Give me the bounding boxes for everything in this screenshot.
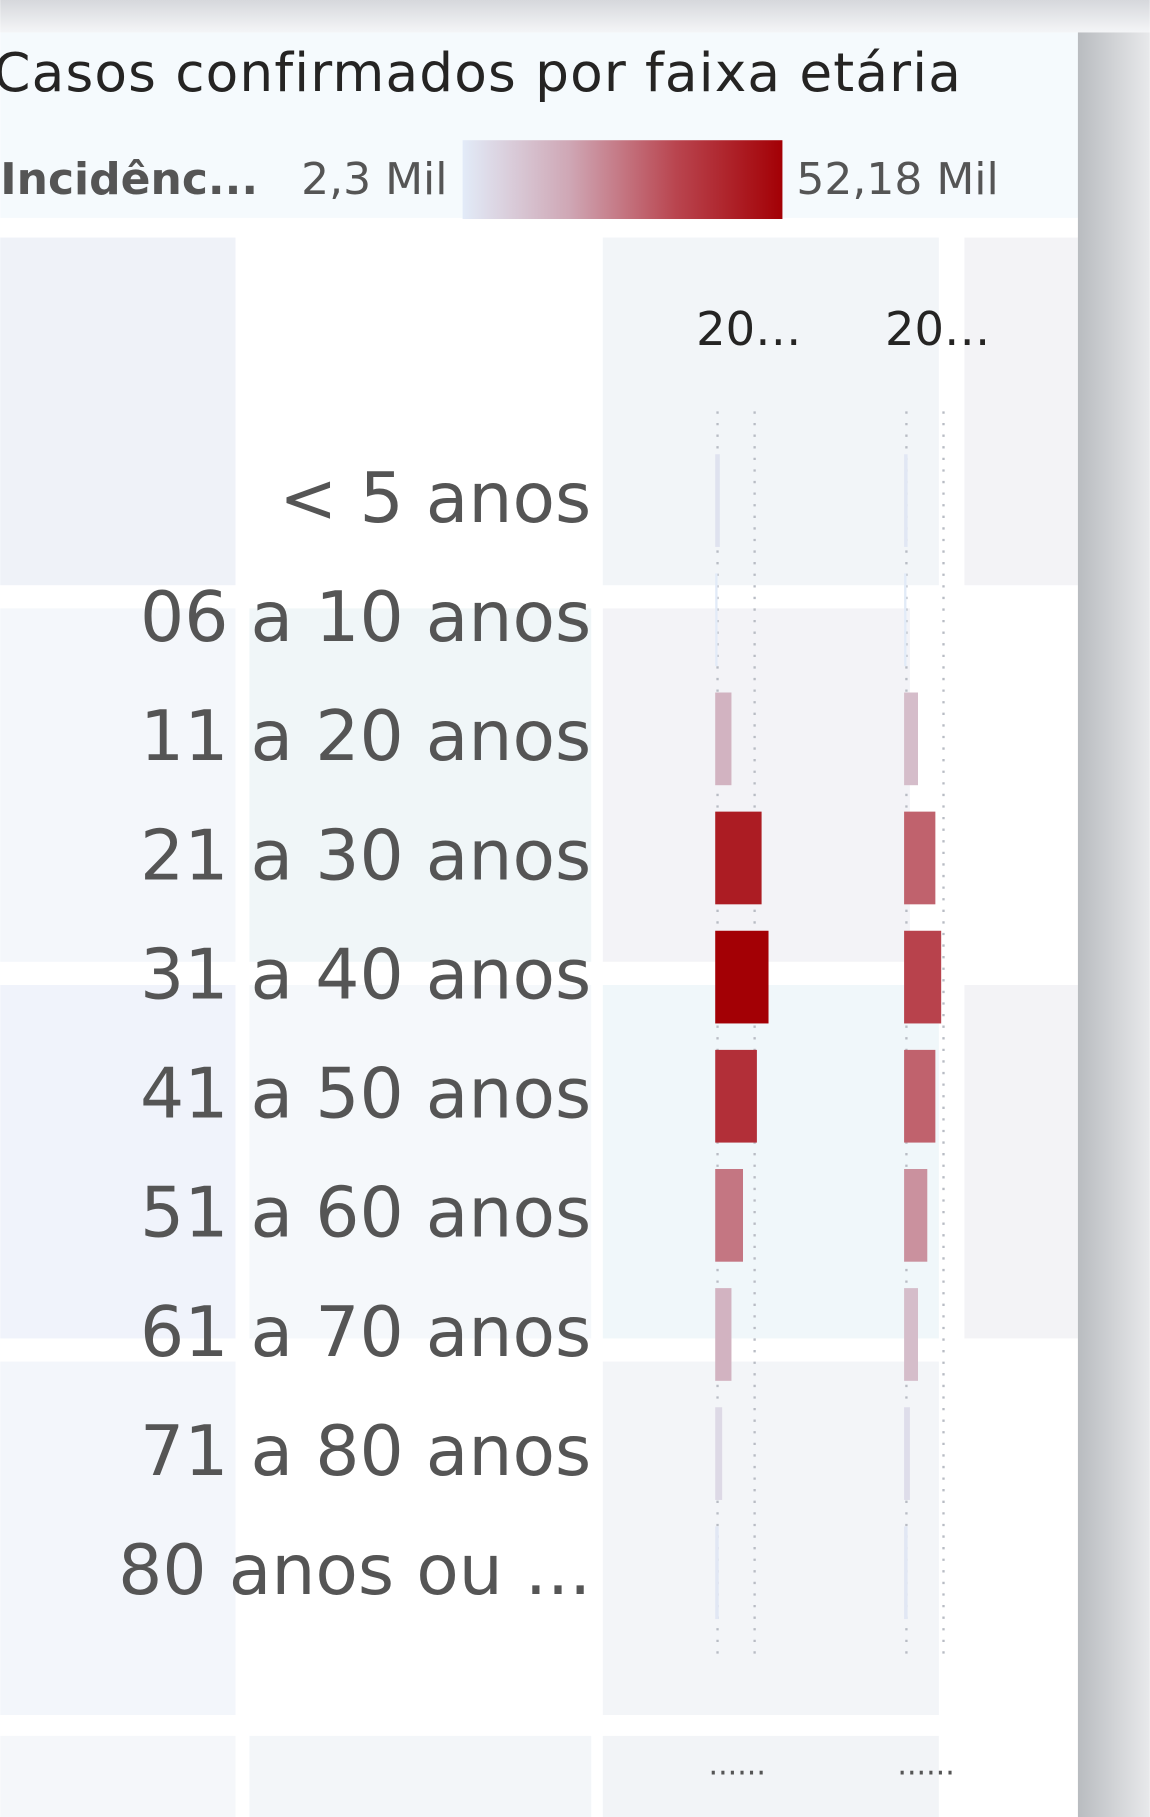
matrix: < 5 anos 06 a 10 anos 11 a 20 anos 21 a 30 …	[118, 302, 990, 1782]
data-bar	[715, 1407, 723, 1500]
data-bar	[904, 573, 907, 667]
legend-title: Incidênc...	[0, 154, 258, 205]
data-bar	[904, 454, 908, 547]
row-label: 51 a 60 anos	[140, 1173, 591, 1254]
row-label: 06 a 10 anos	[140, 577, 591, 658]
data-bar	[904, 930, 942, 1024]
data-bar	[904, 811, 936, 905]
data-bar	[715, 930, 769, 1024]
data-bar	[904, 692, 918, 786]
row-label: < 5 anos	[279, 458, 591, 539]
row-label: 61 a 70 anos	[140, 1292, 591, 1373]
column-header: 20…	[696, 302, 801, 356]
data-bar	[715, 1526, 719, 1620]
data-bar	[904, 1288, 918, 1381]
data-bar	[904, 1168, 928, 1262]
row-label: 41 a 50 anos	[140, 1054, 591, 1135]
row-label: 11 a 20 anos	[140, 696, 591, 777]
data-bar	[904, 1526, 908, 1620]
column-total: ......	[897, 1748, 954, 1783]
data-bar	[715, 692, 732, 786]
legend-color-scale	[462, 140, 783, 220]
chart-title: Casos confirmados por faixa etária	[0, 42, 962, 104]
row-label: 21 a 30 anos	[140, 815, 591, 896]
column-total: ......	[709, 1748, 766, 1783]
legend-min-label: 2,3 Mil	[301, 154, 447, 205]
row-label: 31 a 40 anos	[140, 934, 591, 1015]
data-bar	[715, 1288, 732, 1381]
data-bar	[904, 1049, 936, 1143]
row-label: 71 a 80 anos	[140, 1411, 591, 1492]
data-bar	[715, 454, 720, 547]
row-label: 80 anos ou ...	[118, 1530, 591, 1611]
data-bar	[715, 1168, 744, 1262]
data-bar	[715, 573, 718, 667]
data-bar	[715, 1049, 757, 1143]
column-header: 20…	[885, 302, 990, 356]
legend-max-label: 52,18 Mil	[796, 154, 998, 205]
data-bar	[904, 1407, 910, 1500]
data-bar	[715, 811, 762, 905]
